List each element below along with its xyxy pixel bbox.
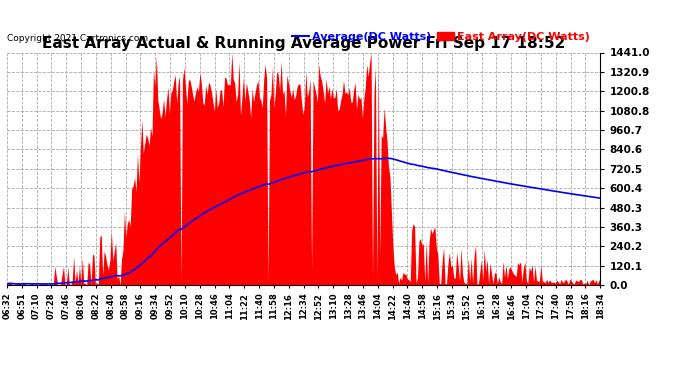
Title: East Array Actual & Running Average Power Fri Sep 17 18:52: East Array Actual & Running Average Powe… [42,36,565,51]
Text: Copyright 2021 Cartronics.com: Copyright 2021 Cartronics.com [7,34,148,43]
Legend: Average(DC Watts), East Array(DC Watts): Average(DC Watts), East Array(DC Watts) [288,28,595,47]
